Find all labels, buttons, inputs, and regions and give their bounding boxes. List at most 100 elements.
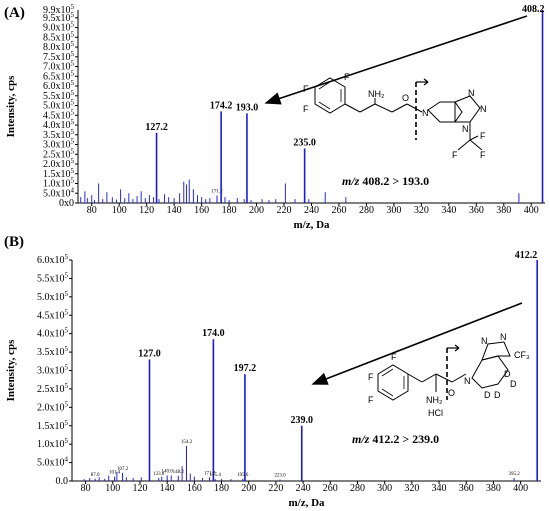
x-tick-label: 240	[296, 483, 311, 494]
y-axis-title: Intensity, cps	[5, 75, 17, 137]
y-tick-exponent: 5	[71, 118, 75, 126]
y-tick-exponent: 4	[71, 186, 75, 194]
x-tick-label: 360	[459, 483, 474, 494]
x-tick-label: 280	[359, 205, 374, 216]
y-tick-label: 5.0x104	[43, 186, 75, 199]
mol-b-d2: D	[510, 379, 517, 389]
y-tick-exponent: 5	[71, 177, 75, 185]
y-tick-exponent: 5	[71, 89, 75, 97]
y-tick-exponent: 5	[65, 419, 69, 427]
y-tick-exponent: 5	[71, 138, 75, 146]
y-tick-exponent: 5	[65, 327, 69, 335]
y-tick-exponent: 5	[65, 290, 69, 298]
mol-b-d4: D	[494, 390, 501, 400]
y-tick-exponent: 5	[71, 157, 75, 165]
x-tick-label: 120	[132, 483, 147, 494]
y-tick-exponent: 5	[71, 69, 75, 77]
y-tick-exponent: 5	[65, 437, 69, 445]
peak-label: 148.2	[173, 470, 185, 475]
mol-b-f2: F	[368, 395, 374, 405]
y-tick-exponent: 5	[71, 30, 75, 38]
mol-a-n3: N	[480, 104, 487, 114]
y-tick-exponent: 5	[71, 3, 75, 11]
panel-a-molecule: F F F NH₂ O N N N N F F F	[303, 72, 487, 160]
y-tick-label: 8.0x105	[43, 40, 75, 53]
x-tick-label: 160	[194, 205, 209, 216]
y-axis-title: Intensity, cps	[5, 339, 17, 401]
x-tick-label: 140	[167, 205, 182, 216]
mol-b-n3: N	[500, 332, 507, 342]
x-tick-label: 180	[214, 483, 229, 494]
y-tick-label: 4.0x105	[37, 327, 69, 340]
y-tick-label: 3.5x105	[43, 128, 75, 141]
peak-label: 107.2	[117, 467, 129, 472]
y-tick-exponent: 5	[71, 128, 75, 136]
y-tick-label: 5.0x105	[43, 99, 75, 112]
x-tick-label: 400	[524, 205, 539, 216]
x-tick-label: 140	[160, 483, 175, 494]
y-tick-exponent: 5	[71, 11, 75, 19]
panel-b-arrow	[311, 302, 523, 385]
panel-a-transition: m/z 408.2 > 193.0	[342, 174, 429, 188]
x-axis-title: m/z, Da	[288, 497, 325, 509]
y-tick-label: 8.5x105	[43, 30, 75, 43]
panel-a-letter: (A)	[4, 5, 25, 21]
panel-b-molecule: F F F NH₂ HCl O N N N CF₃ D D D D	[368, 332, 530, 418]
y-tick-label: 7.5x105	[43, 50, 75, 63]
y-tick-label: 3.5x105	[37, 345, 69, 358]
y-tick-exponent: 5	[65, 382, 69, 390]
x-tick-label: 100	[112, 205, 127, 216]
y-tick-exponent: 5	[65, 308, 69, 316]
panel-b-letter: (B)	[4, 234, 24, 250]
y-tick-label: 3.0x105	[37, 364, 69, 377]
x-tick-label: 320	[414, 205, 429, 216]
y-tick-label: 2.5x105	[37, 382, 69, 395]
peak-label: 175.4	[210, 473, 222, 478]
y-tick-label: 9.5x105	[43, 11, 75, 24]
x-tick-label: 80	[81, 483, 91, 494]
y-tick-label: 2.5x105	[43, 147, 75, 160]
peak-label: 193.0	[236, 102, 259, 113]
x-tick-label: 80	[87, 205, 97, 216]
y-tick-label: 2.0x105	[37, 400, 69, 413]
x-tick-label: 200	[249, 205, 264, 216]
x-tick-label: 220	[277, 205, 292, 216]
mol-a-f4: F	[452, 150, 458, 160]
peak-label: 140.0	[162, 469, 174, 474]
y-tick-exponent: 5	[71, 147, 75, 155]
x-tick-label: 220	[268, 483, 283, 494]
x-tick-label: 320	[404, 483, 419, 494]
y-tick-label: 1.0x105	[37, 437, 69, 450]
y-tick-exponent: 5	[71, 60, 75, 68]
mol-b-f1: F	[368, 372, 374, 382]
mol-b-d1: D	[504, 369, 511, 379]
y-tick-label: 0.0	[56, 476, 69, 487]
y-tick-label: 6.0x105	[37, 253, 69, 266]
peak-label: 223.0	[274, 474, 286, 479]
y-tick-label: 4.5x105	[37, 308, 69, 321]
y-tick-exponent: 5	[71, 108, 75, 116]
peak-label: 197.2	[234, 363, 257, 374]
x-tick-label: 240	[304, 205, 319, 216]
panel-a-arrow	[264, 15, 528, 105]
y-tick-label: 1.5x105	[37, 419, 69, 432]
y-tick-exponent: 5	[65, 253, 69, 261]
y-tick-label: 3.0x105	[43, 138, 75, 151]
y-tick-label: 6.5x105	[43, 69, 75, 82]
peak-label: 127.2	[145, 122, 168, 133]
panel-b-transition-prefix: m/z	[352, 432, 370, 446]
mol-b-d3: D	[484, 390, 491, 400]
panel-b-transition-text: 412.2 > 239.0	[372, 432, 439, 446]
x-tick-label: 300	[377, 483, 392, 494]
mol-a-f3: F	[344, 72, 350, 82]
y-tick-exponent: 5	[71, 79, 75, 87]
mol-a-f5: F	[480, 150, 486, 160]
y-tick-label: 4.5x105	[43, 108, 75, 121]
y-tick-label: 5.0x105	[37, 290, 69, 303]
mol-b-hcl: HCl	[428, 408, 443, 418]
peak-label: 171.2	[211, 190, 223, 195]
panel-a-transition-prefix: m/z	[342, 174, 360, 188]
mol-a-f6: F	[480, 131, 486, 141]
y-tick-label: 9.0x105	[43, 21, 75, 34]
peak-label: 195.6	[237, 473, 249, 478]
